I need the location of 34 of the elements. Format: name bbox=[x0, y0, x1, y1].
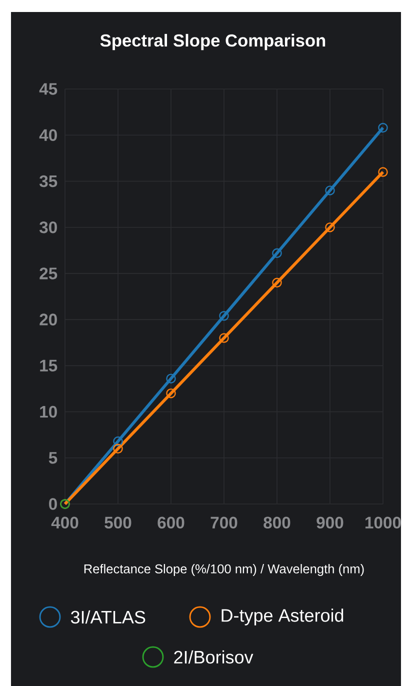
point bbox=[113, 436, 123, 446]
point bbox=[113, 444, 123, 454]
y-tick-label: 10 bbox=[40, 406, 57, 418]
x-tick-label: 500 bbox=[104, 516, 132, 529]
x-axis-title: Reflectance Slope (%/100 nm) / Wavelength (nm) bbox=[84, 564, 364, 576]
point bbox=[378, 122, 388, 133]
y-tick-label: 40 bbox=[39, 129, 57, 142]
point bbox=[325, 186, 335, 196]
legend-label: 3I/ATLAS bbox=[70, 610, 146, 624]
point bbox=[378, 167, 388, 177]
x-tick-label: 800 bbox=[264, 516, 290, 529]
y-tick-label: 5 bbox=[48, 452, 58, 464]
x-tick-label: 600 bbox=[158, 516, 184, 529]
point bbox=[272, 278, 282, 288]
point bbox=[219, 311, 229, 321]
legend-label: D-type Asteroid bbox=[222, 608, 344, 626]
point bbox=[272, 248, 282, 258]
chart-title: Spectral Slope Comparison bbox=[100, 34, 326, 50]
x-tick-label: 900 bbox=[316, 516, 344, 529]
y-tick-label: 35 bbox=[39, 175, 58, 188]
point bbox=[166, 374, 176, 384]
y-tick-label: 45 bbox=[39, 83, 58, 95]
x-tick-label: 400 bbox=[51, 516, 78, 529]
x-tick-label: 700 bbox=[210, 516, 238, 529]
y-tick-label: 0 bbox=[49, 498, 57, 510]
y-tick-label: 30 bbox=[39, 221, 57, 234]
y-tick-label: 25 bbox=[40, 268, 58, 280]
point bbox=[219, 333, 229, 343]
point bbox=[166, 388, 176, 398]
legend-label: 2I/Borisov bbox=[174, 650, 254, 664]
x-tick-label: 1000 bbox=[366, 516, 401, 529]
point bbox=[325, 222, 335, 232]
y-tick-label: 15 bbox=[40, 360, 58, 372]
y-tick-label: 20 bbox=[40, 314, 57, 326]
